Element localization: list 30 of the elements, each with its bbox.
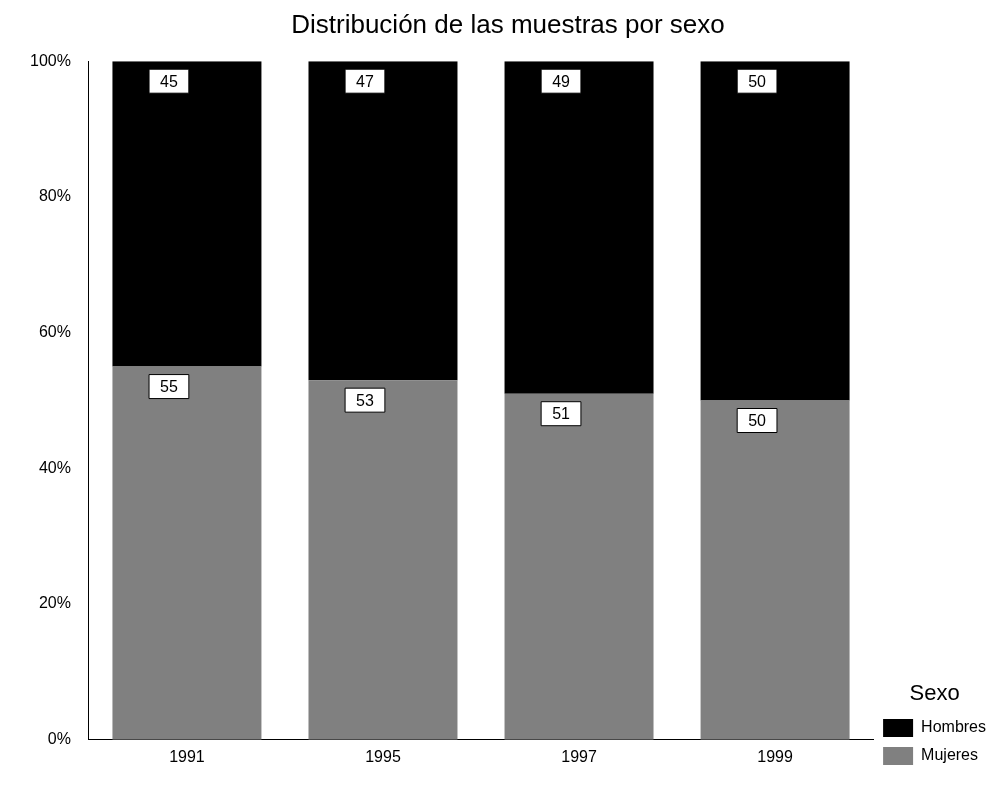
data-label: 47	[356, 72, 374, 90]
chart-title: Distribución de las muestras por sexo	[291, 8, 725, 39]
data-label: 55	[160, 377, 178, 395]
bar	[308, 380, 458, 740]
bar	[112, 366, 262, 740]
x-tick-label: 1999	[757, 747, 793, 765]
data-label: 45	[160, 72, 178, 90]
y-tick-label: 100%	[30, 51, 71, 69]
data-label: 50	[748, 411, 767, 429]
y-tick-label: 0%	[47, 730, 71, 748]
data-label: 49	[552, 72, 571, 90]
x-tick-label: 1997	[561, 747, 597, 765]
bar	[308, 61, 458, 381]
data-label: 53	[356, 391, 374, 409]
y-tick-label: 80%	[38, 187, 71, 205]
legend-title: Sexo	[909, 679, 960, 705]
data-label: 51	[552, 405, 571, 423]
data-label: 50	[748, 72, 767, 90]
bar	[504, 393, 654, 740]
bar	[504, 61, 654, 394]
legend-label: Hombres	[921, 718, 986, 736]
bar	[112, 61, 262, 367]
y-tick-label: 60%	[38, 323, 71, 341]
x-tick-label: 1991	[169, 747, 205, 765]
bar	[700, 400, 850, 740]
y-tick-label: 20%	[38, 594, 71, 612]
legend-label: Mujeres	[921, 746, 978, 764]
bar	[700, 61, 850, 401]
x-tick-label: 1995	[365, 747, 401, 765]
y-tick-label: 40%	[38, 458, 71, 476]
